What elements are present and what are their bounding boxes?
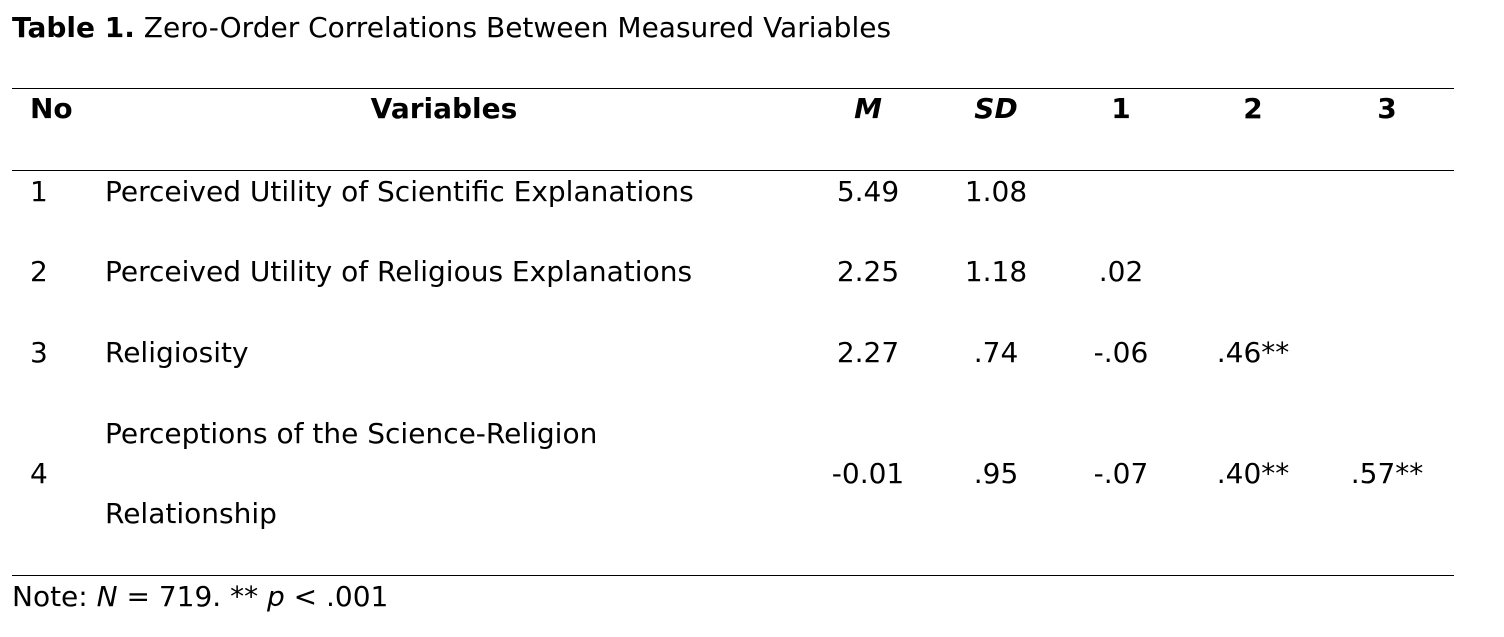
row-2-no: 2 [30, 255, 48, 288]
row-4-no: 4 [30, 457, 48, 490]
header-col-1: 1 [1111, 92, 1131, 125]
row-2-col-1: .02 [1098, 255, 1144, 288]
note-p-value: < .001 [284, 580, 389, 613]
header-sd: SD [974, 92, 1018, 125]
row-1-mean: 5.49 [836, 175, 900, 208]
row-3-sd: .74 [973, 336, 1019, 369]
note-n-symbol: N [96, 580, 118, 613]
row-4-mean: -0.01 [831, 457, 905, 490]
row-4-col-1: -.07 [1093, 457, 1149, 490]
row-2-mean: 2.25 [836, 255, 900, 288]
note-p-symbol: p [266, 580, 285, 613]
row-4-col-2: .40** [1216, 457, 1290, 490]
row-4-col-3: .57** [1350, 457, 1424, 490]
row-2-sd: 1.18 [964, 255, 1028, 288]
table-label: Table 1. [12, 11, 135, 44]
row-3-col-1: -.06 [1093, 336, 1149, 369]
row-3-variable: Religiosity [105, 336, 249, 369]
header-col-3: 3 [1377, 92, 1397, 125]
header-col-2: 2 [1243, 92, 1263, 125]
note-prefix: Note: [12, 580, 97, 613]
header-rule [12, 170, 1454, 171]
header-no: No [30, 92, 73, 125]
row-2-variable: Perceived Utility of Religious Explanati… [105, 255, 693, 288]
row-3-col-2: .46** [1216, 336, 1290, 369]
row-3-mean: 2.27 [836, 336, 900, 369]
table-caption: Table 1. Zero-Order Correlations Between… [12, 10, 891, 46]
note-n-value: = 719. ** [117, 580, 267, 613]
row-4-variable-line-1: Perceptions of the Science-Religion [105, 417, 598, 450]
row-1-no: 1 [30, 175, 48, 208]
row-1-variable: Perceived Utility of Scientific Explanat… [105, 175, 694, 208]
row-4-variable-line-2: Relationship [105, 497, 277, 530]
row-1-sd: 1.08 [964, 175, 1028, 208]
header-variables: Variables [370, 92, 518, 125]
header-mean: M [854, 92, 882, 125]
row-4-sd: .95 [973, 457, 1019, 490]
row-3-no: 3 [30, 336, 48, 369]
top-rule [12, 88, 1454, 89]
bottom-rule [12, 575, 1454, 576]
table-note: Note: N = 719. ** p < .001 [12, 579, 388, 615]
table-title: Zero-Order Correlations Between Measured… [143, 11, 892, 44]
